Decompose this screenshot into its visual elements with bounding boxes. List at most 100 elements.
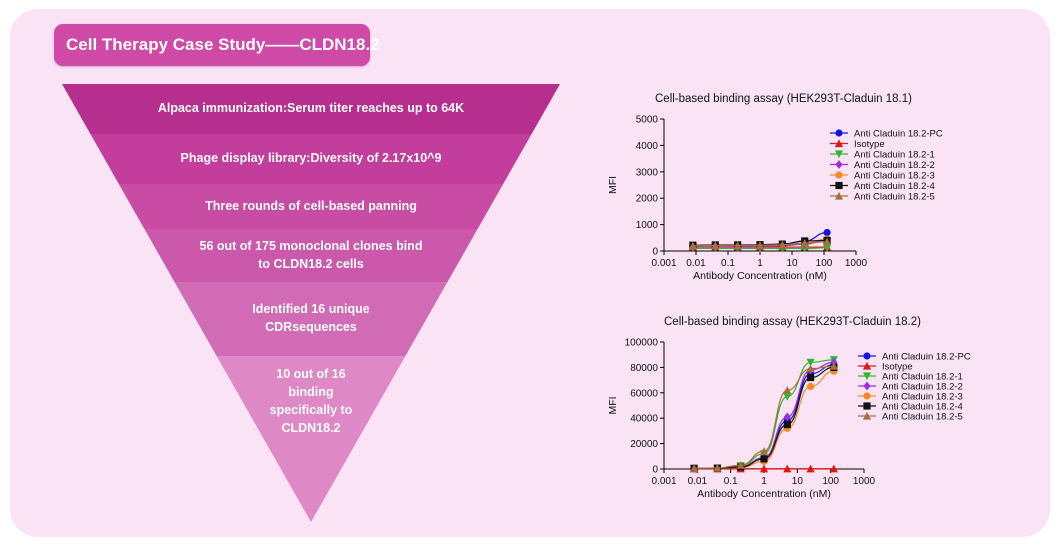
data-point [806, 358, 815, 367]
y-tick-label: 1000 [636, 220, 659, 231]
funnel-step-1-label: Alpaca immunization:Serum titer reaches … [157, 101, 465, 115]
data-point [778, 240, 787, 249]
data-point [736, 461, 745, 469]
legend-marker [834, 150, 844, 159]
x-tick-label: 100 [822, 476, 839, 487]
x-tick-label: 10 [786, 258, 798, 269]
legend-label: Anti Claduin 18.2-PC [854, 129, 943, 140]
data-point [690, 464, 699, 472]
x-axis-label: Antibody Concentration (nM) [693, 270, 827, 282]
data-point [783, 420, 791, 429]
data-point [829, 362, 838, 370]
data-point [800, 244, 809, 253]
legend-marker [835, 171, 843, 179]
legend-label: Anti Claduin 18.2-3 [882, 392, 963, 403]
x-tick-label: 1 [757, 258, 763, 269]
chart2-title: Cell-based binding assay (HEK293T-Cladui… [664, 316, 921, 328]
data-point [755, 241, 765, 249]
series-7 [688, 237, 832, 250]
funnel-level-2 [90, 134, 532, 184]
legend-marker [834, 139, 844, 148]
x-tick-label: 10 [792, 476, 804, 487]
x-tick-label: 0.001 [651, 476, 676, 487]
x-axis-label: Antibody Concentration (nM) [697, 488, 831, 500]
y-tick-label: 3000 [636, 167, 659, 178]
legend-marker [834, 191, 844, 200]
x-tick-label: 0.001 [651, 258, 676, 269]
legend-marker [835, 129, 843, 137]
data-point [806, 382, 815, 391]
x-tick-label: 1000 [853, 476, 876, 487]
y-tick-label: 40000 [630, 414, 658, 425]
data-point [806, 364, 815, 373]
legend-label: Anti Claduin 18.2-4 [882, 402, 963, 413]
legend-marker [863, 392, 871, 400]
data-point [823, 237, 832, 246]
x-tick-label: 0.1 [724, 476, 738, 487]
data-point [760, 455, 768, 463]
data-point [711, 241, 720, 250]
legend-marker [863, 352, 871, 360]
funnel-step-5-label: Identified 16 unique CDRsequences [252, 302, 370, 334]
data-point [783, 393, 792, 401]
data-point [759, 464, 769, 473]
series-6 [690, 363, 838, 472]
x-tick-label: 0.01 [686, 258, 706, 269]
chart2-binding-assay-18-2: 0 20000 40000 60000 80000 100000 0.001 0.01 0.1 1… [607, 338, 971, 501]
funnel-level-6 [216, 356, 406, 522]
page-title: Cell Therapy Case Study——CLDN18.2 [54, 24, 380, 66]
data-point [733, 241, 742, 250]
chart1-title: Cell-based binding assay (HEK293T-Cladui… [655, 93, 912, 105]
legend-label: Anti Claduin 18.2-PC [882, 352, 971, 363]
y-tick-label: 0 [652, 247, 658, 258]
y-tick-label: 0 [652, 465, 658, 476]
legend-label: Anti Claduin 18.2-1 [882, 372, 963, 383]
y-tick-label: 80000 [630, 363, 658, 374]
data-point [783, 386, 792, 394]
legend-marker [835, 181, 843, 190]
data-point [688, 241, 697, 250]
funnel-level-4 [144, 229, 478, 282]
data-point [806, 373, 815, 382]
x-tick-label: 100 [816, 258, 833, 269]
x-tick-label: 0.01 [688, 476, 708, 487]
y-tick-label: 2000 [636, 194, 659, 205]
y-tick-label: 4000 [636, 141, 659, 152]
legend-label: Anti Claduin 18.2-2 [854, 160, 935, 171]
data-point [829, 464, 838, 473]
funnel-level-3 [118, 184, 504, 229]
legend-label: Anti Claduin 18.2-5 [882, 412, 963, 423]
funnel-step-3-label: Three rounds of cell-based panning [205, 198, 417, 213]
legend-label: Isotype [854, 139, 885, 150]
series-7 [690, 362, 838, 472]
x-tick-label: 1000 [845, 258, 868, 269]
legend-marker [863, 402, 871, 410]
legend-marker [862, 361, 872, 370]
data-point [783, 464, 792, 473]
funnel-level-5 [174, 282, 448, 356]
legend-marker [862, 411, 872, 420]
y-tick-label: 100000 [625, 338, 659, 349]
funnel-step-4-label: 56 out of 175 monoclonal clones bind to … [199, 238, 423, 271]
legend-label: Anti Claduin 18.2-1 [854, 150, 935, 161]
y-axis-label: MFI [607, 396, 619, 414]
x-tick-label: 0.1 [721, 258, 735, 269]
legend-marker [835, 160, 843, 169]
y-tick-label: 60000 [630, 388, 658, 399]
legend-label: Anti Claduin 18.2-2 [882, 382, 963, 393]
data-point [823, 228, 831, 237]
legend-label: Anti Claduin 18.2-5 [854, 192, 935, 203]
legend-label: Isotype [882, 362, 913, 373]
y-tick-label: 5000 [636, 115, 659, 126]
y-axis-label: MFI [607, 176, 619, 194]
data-point [806, 464, 815, 473]
data-point [713, 463, 722, 472]
funnel-step-6-label: 10 out of 16 binding specifically to CLD… [269, 367, 353, 435]
data-point [823, 244, 832, 252]
legend-label: Anti Claduin 18.2-4 [854, 181, 935, 192]
legend-label: Anti Claduin 18.2-3 [854, 171, 935, 182]
data-point [759, 447, 769, 455]
legend-marker [862, 372, 872, 381]
legend-marker [863, 381, 871, 391]
